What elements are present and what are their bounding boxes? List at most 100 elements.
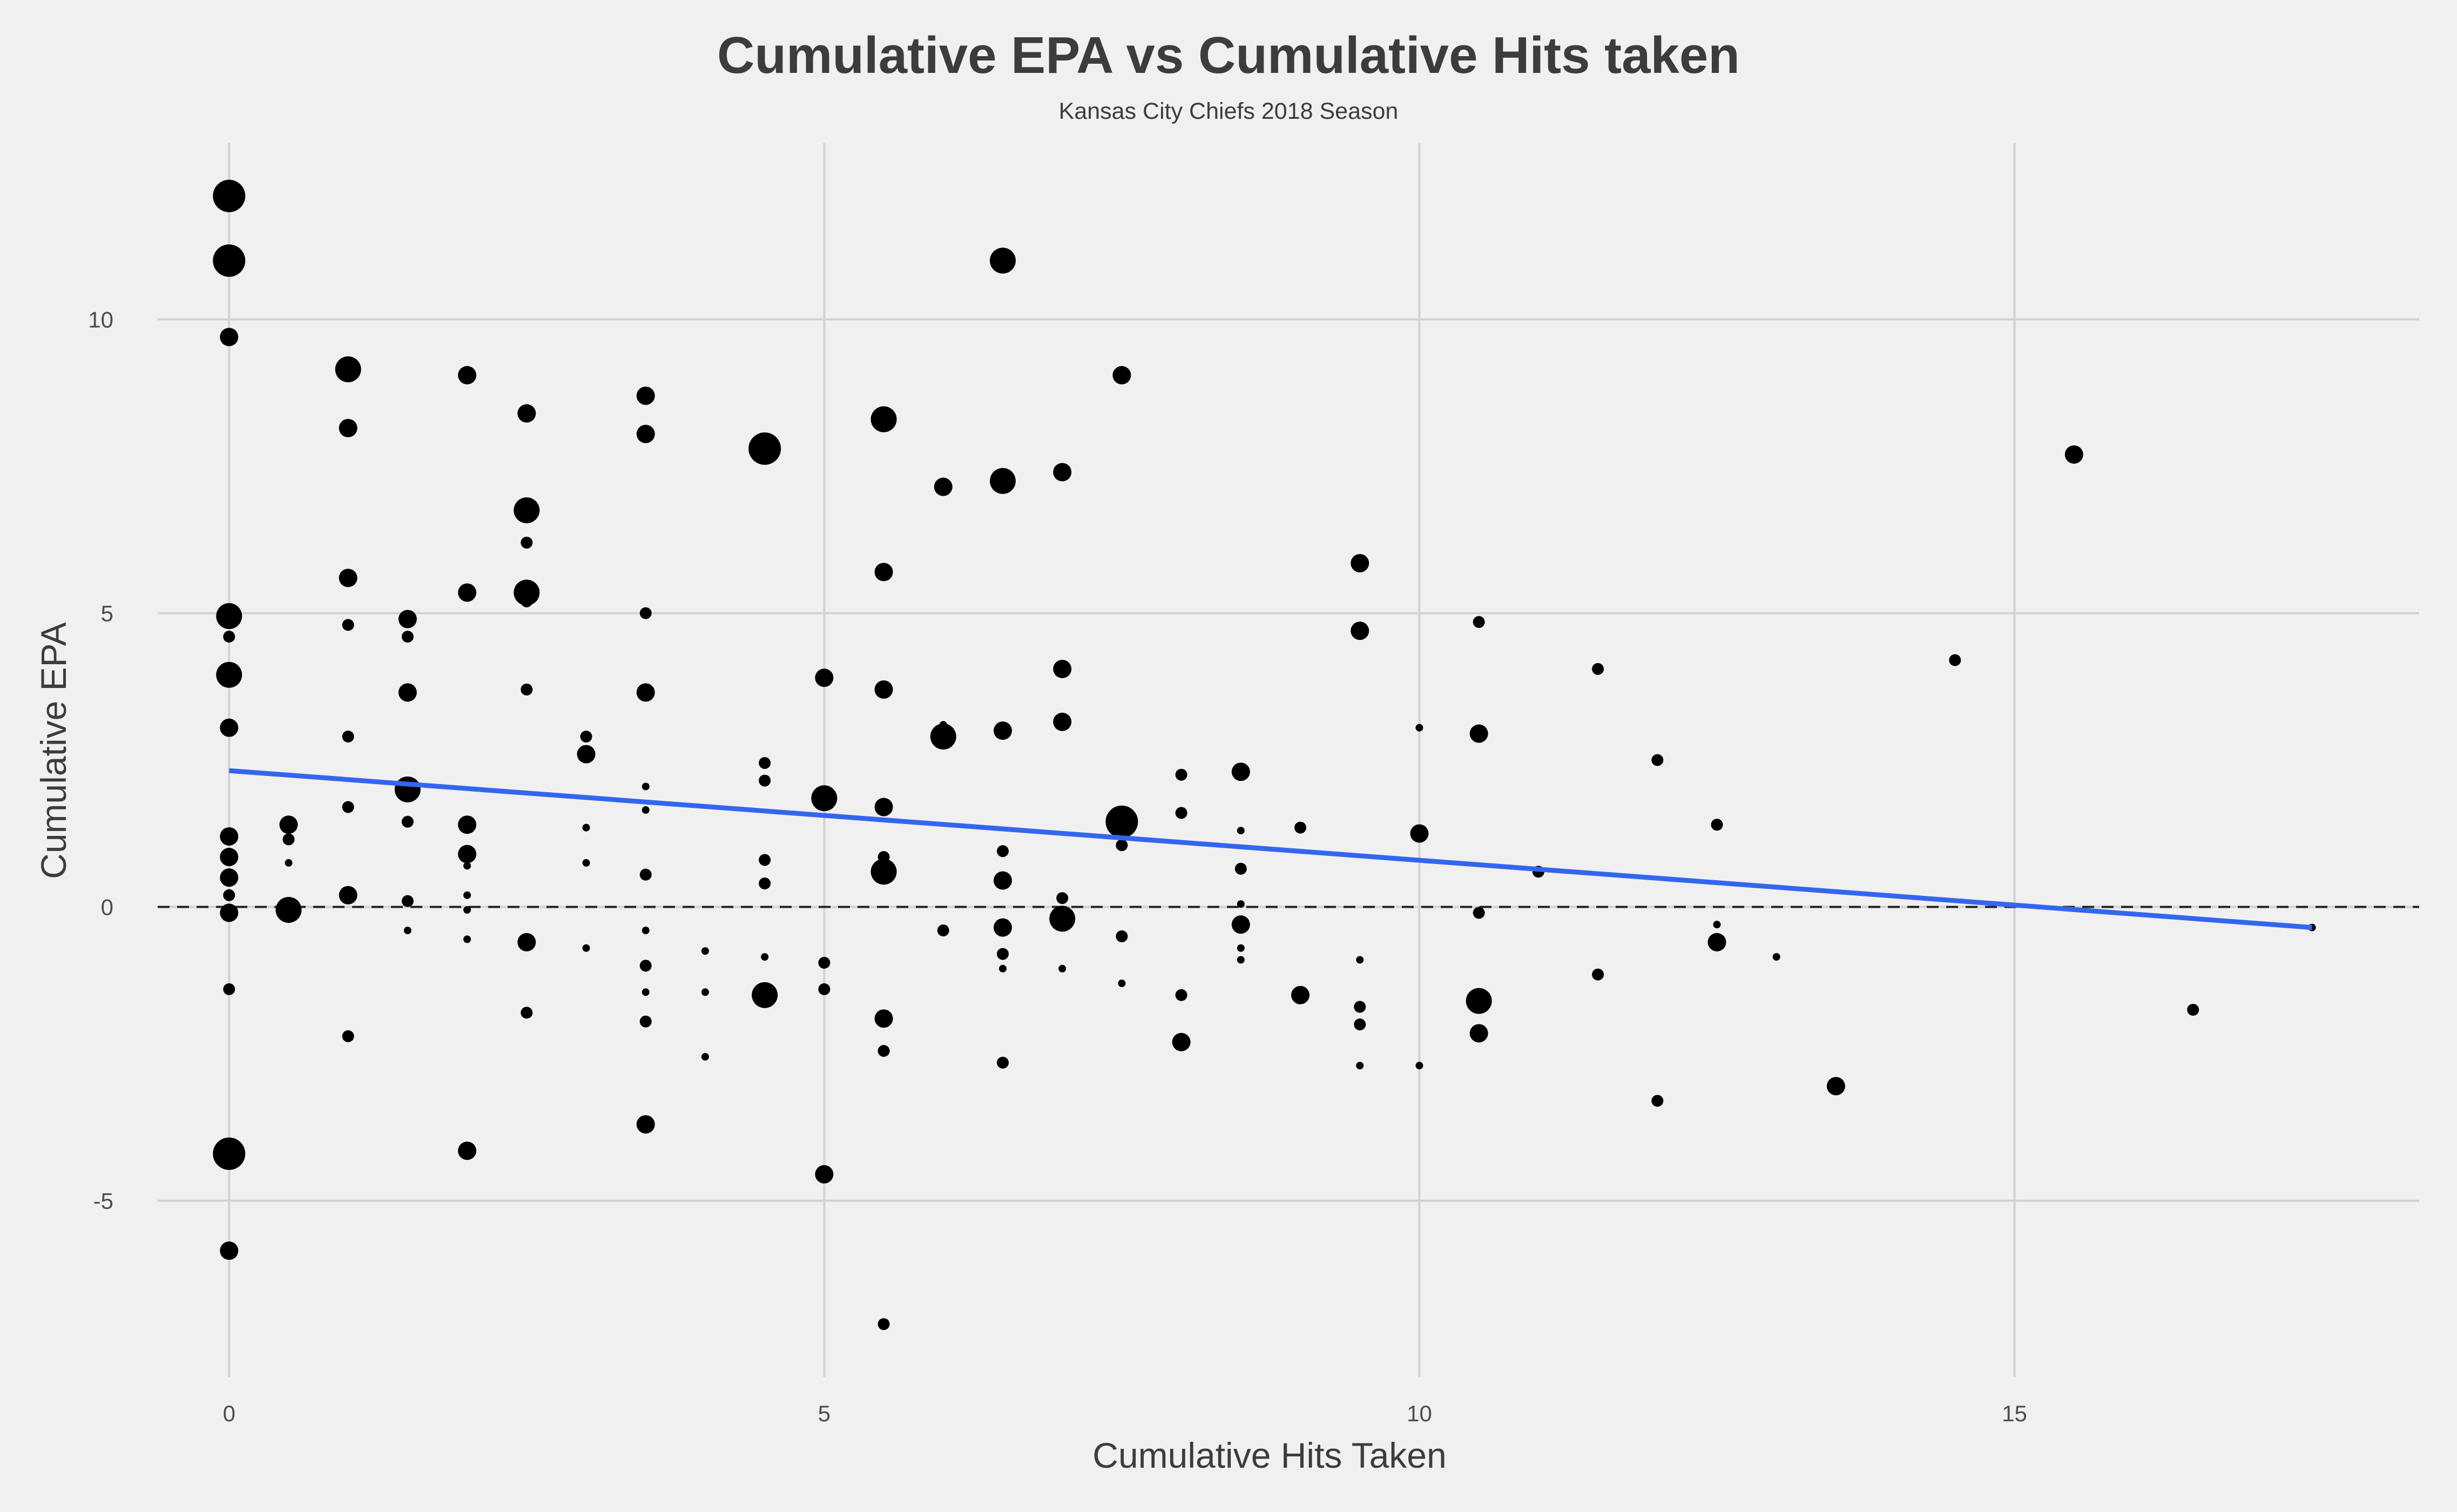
- data-point: [1466, 988, 1492, 1014]
- data-point: [342, 619, 354, 631]
- data-point: [1175, 768, 1187, 781]
- data-point: [639, 960, 652, 972]
- data-point: [213, 179, 246, 212]
- x-tick-label: 15: [2002, 1401, 2027, 1426]
- data-point: [759, 757, 771, 769]
- data-point: [878, 1318, 890, 1331]
- data-point: [1237, 900, 1245, 908]
- data-point: [1175, 807, 1187, 819]
- data-point: [1172, 1032, 1191, 1051]
- data-point: [514, 579, 540, 606]
- trend-line: [228, 768, 2312, 930]
- data-point: [220, 903, 239, 922]
- data-point: [815, 669, 834, 687]
- data-point: [2064, 445, 2083, 464]
- data-point: [642, 927, 650, 935]
- data-point: [582, 859, 590, 867]
- data-point: [216, 662, 242, 688]
- data-point: [639, 607, 652, 619]
- data-point: [223, 983, 235, 995]
- data-point: [642, 782, 650, 791]
- data-point: [1415, 1062, 1423, 1070]
- data-point: [748, 432, 781, 465]
- data-point: [401, 631, 414, 643]
- data-point: [223, 889, 235, 901]
- data-point: [398, 610, 417, 629]
- data-point: [1116, 930, 1128, 942]
- data-point: [1237, 827, 1245, 835]
- data-point: [458, 815, 477, 834]
- data-point: [989, 468, 1016, 494]
- data-point: [752, 982, 778, 1008]
- data-point: [642, 806, 650, 814]
- data-point: [1469, 724, 1488, 743]
- data-point: [874, 798, 893, 816]
- data-point: [1112, 366, 1131, 384]
- data-point: [282, 833, 295, 846]
- data-point: [463, 862, 471, 870]
- data-point: [701, 988, 709, 996]
- data-point: [463, 935, 471, 943]
- data-point: [1118, 979, 1126, 987]
- data-point: [1351, 554, 1369, 572]
- data-point: [580, 730, 592, 742]
- data-point: [577, 745, 596, 764]
- data-point: [989, 247, 1016, 274]
- data-point: [521, 595, 533, 608]
- data-point: [1058, 964, 1066, 973]
- data-point: [339, 418, 357, 437]
- data-point: [993, 918, 1012, 937]
- tick-labels: 0 5 10 15 -5 0 5 10: [88, 307, 2027, 1426]
- data-point: [701, 947, 709, 955]
- data-point: [213, 244, 246, 277]
- data-point: [993, 721, 1012, 740]
- data-point: [220, 868, 239, 887]
- data-point: [1473, 616, 1485, 628]
- data-point: [759, 774, 771, 787]
- chart-title: Cumulative EPA vs Cumulative Hits taken: [717, 26, 1740, 84]
- data-point: [279, 815, 298, 834]
- data-point: [220, 328, 239, 347]
- chart-subtitle: Kansas City Chiefs 2018 Season: [1058, 98, 1399, 124]
- data-point: [342, 801, 354, 813]
- data-point: [639, 868, 652, 881]
- y-axis-title: Cumulative EPA: [33, 622, 73, 879]
- data-point: [1049, 906, 1076, 932]
- data-point: [1234, 862, 1247, 875]
- data-point: [582, 824, 590, 832]
- data-point: [878, 1045, 890, 1057]
- data-point: [339, 569, 357, 588]
- data-point: [1469, 1024, 1488, 1043]
- data-point: [1772, 953, 1780, 961]
- data-point: [213, 1137, 246, 1170]
- data-point: [1291, 986, 1310, 1004]
- data-point: [1056, 892, 1069, 905]
- data-point: [1354, 1018, 1366, 1031]
- data-point: [1707, 933, 1726, 951]
- data-point: [220, 718, 239, 737]
- data-point: [1356, 1062, 1364, 1070]
- data-point: [1354, 1001, 1366, 1013]
- data-point: [1651, 754, 1664, 766]
- data-point: [1053, 463, 1072, 482]
- data-point: [930, 723, 956, 750]
- y-tick-label: 0: [101, 895, 113, 920]
- x-axis-title: Cumulative Hits Taken: [1092, 1435, 1446, 1475]
- data-point: [220, 827, 239, 846]
- data-point: [1237, 944, 1245, 952]
- data-point: [636, 386, 655, 405]
- data-point: [1410, 824, 1429, 843]
- data-point: [996, 948, 1009, 960]
- data-point: [1592, 663, 1604, 675]
- data-point: [517, 404, 536, 423]
- data-point: [1053, 712, 1072, 731]
- data-point: [811, 785, 838, 812]
- data-point: [335, 356, 361, 382]
- data-point: [759, 878, 771, 889]
- data-point: [1826, 1077, 1845, 1096]
- data-point: [759, 854, 771, 866]
- data-point: [521, 1007, 533, 1019]
- data-point: [401, 815, 414, 828]
- data-point: [582, 944, 590, 952]
- data-point: [874, 680, 893, 699]
